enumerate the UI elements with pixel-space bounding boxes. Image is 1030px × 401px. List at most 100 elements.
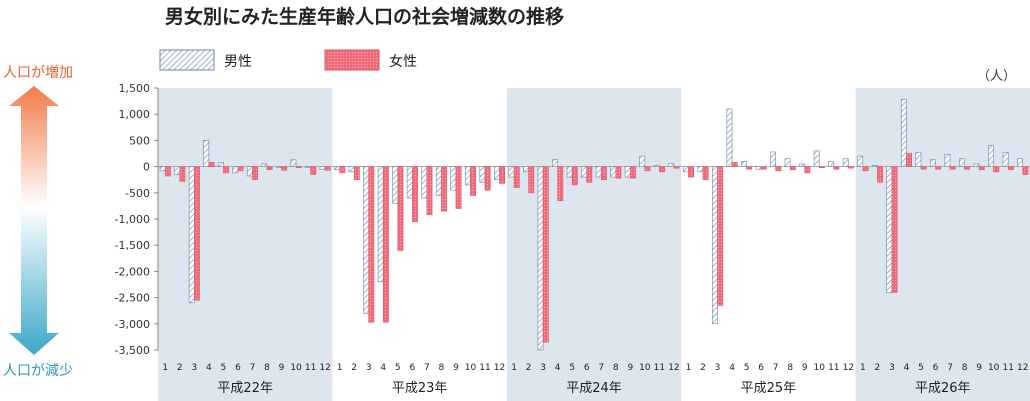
- female-bar: [920, 166, 927, 170]
- male-bar: [770, 151, 776, 167]
- month-label: 5: [569, 363, 575, 373]
- male-bar: [581, 166, 588, 178]
- male-bar: [726, 108, 733, 167]
- month-label: 2: [351, 363, 357, 373]
- month-label: 4: [206, 363, 212, 373]
- female-bar: [760, 166, 767, 170]
- male-bar: [799, 163, 806, 167]
- month-label: 5: [221, 363, 227, 373]
- month-label: 11: [828, 363, 839, 373]
- female-bar: [877, 166, 883, 183]
- female-bar: [295, 166, 302, 168]
- female-bar: [673, 166, 680, 169]
- male-bar: [668, 163, 675, 167]
- month-label: 11: [1002, 363, 1013, 373]
- month-label: 9: [453, 363, 459, 373]
- month-label: 7: [424, 363, 430, 373]
- male-bar: [1017, 158, 1024, 167]
- month-label: 4: [904, 363, 910, 373]
- male-bar: [392, 166, 399, 204]
- female-bar: [281, 166, 288, 171]
- male-bar: [276, 166, 282, 168]
- female-bar: [368, 166, 375, 323]
- month-label: 1: [162, 363, 168, 373]
- month-label: 1: [511, 363, 517, 373]
- male-bar: [232, 166, 239, 174]
- female-bar: [484, 166, 491, 191]
- year-label: 平成25年: [741, 381, 797, 396]
- year-band: [506, 88, 682, 401]
- legend-male-label: 男性: [224, 54, 252, 70]
- month-label: 6: [933, 363, 939, 373]
- female-bar: [528, 166, 535, 194]
- y-tick-label: -500: [125, 187, 150, 200]
- male-bar: [479, 166, 486, 183]
- male-bar: [421, 166, 428, 199]
- male-bar: [261, 163, 268, 167]
- male-bar: [174, 166, 181, 175]
- male-bar: [639, 155, 646, 167]
- month-label: 3: [540, 363, 546, 373]
- female-bar: [557, 166, 564, 201]
- month-label: 12: [494, 363, 505, 373]
- male-bar: [988, 145, 994, 167]
- female-bar: [455, 166, 462, 209]
- female-bar: [717, 166, 724, 306]
- chart-title: 男女別にみた生産年齢人口の社会増減数の推移: [165, 6, 565, 28]
- female-bar: [426, 166, 433, 216]
- unit-label: （人）: [977, 69, 1016, 84]
- month-label: 7: [250, 363, 256, 373]
- male-bar: [363, 166, 370, 314]
- male-bar: [741, 161, 747, 167]
- female-bar: [630, 166, 636, 179]
- female-bar: [746, 166, 753, 170]
- male-bar: [159, 166, 166, 172]
- male-bar: [246, 166, 253, 177]
- male-bar: [450, 166, 457, 191]
- month-label: 9: [279, 363, 285, 373]
- female-bar: [789, 166, 796, 171]
- male-bar: [1002, 152, 1009, 167]
- year-label: 平成23年: [392, 381, 448, 396]
- month-label: 2: [700, 363, 706, 373]
- male-bar: [828, 161, 835, 167]
- male-bar: [406, 166, 413, 199]
- month-label: 6: [409, 363, 415, 373]
- y-tick-label: 0: [143, 161, 150, 174]
- female-bar: [470, 166, 476, 196]
- year-label: 平成24年: [566, 381, 622, 396]
- female-bar: [1022, 166, 1029, 175]
- female-bar: [949, 166, 956, 170]
- male-bar: [508, 166, 515, 178]
- male-bar: [871, 165, 878, 167]
- female-bar: [194, 166, 200, 301]
- male-bar: [290, 159, 297, 167]
- male-bar: [435, 166, 442, 196]
- month-label: 12: [1017, 363, 1028, 373]
- female-bar: [702, 166, 709, 181]
- female-bar: [223, 166, 229, 174]
- male-bar: [900, 99, 907, 167]
- female-bar: [818, 166, 825, 168]
- female-bar: [731, 162, 738, 167]
- female-bar: [542, 166, 549, 343]
- female-bar: [688, 166, 694, 178]
- male-bar: [930, 159, 936, 167]
- month-label: 1: [686, 363, 692, 373]
- month-label: 3: [889, 363, 895, 373]
- male-bar: [653, 165, 660, 167]
- male-bar: [464, 166, 471, 186]
- month-label: 10: [814, 363, 826, 373]
- month-label: 4: [729, 363, 735, 373]
- male-bar: [915, 152, 922, 167]
- male-bar: [537, 166, 544, 351]
- month-label: 6: [235, 363, 241, 373]
- y-tick-label: -2,000: [115, 265, 150, 278]
- female-bar: [586, 166, 593, 183]
- male-bar: [188, 166, 195, 304]
- y-tick-label: -3,000: [115, 318, 150, 331]
- female-bar: [978, 166, 985, 171]
- female-bar: [412, 166, 418, 222]
- year-label: 平成22年: [217, 381, 273, 396]
